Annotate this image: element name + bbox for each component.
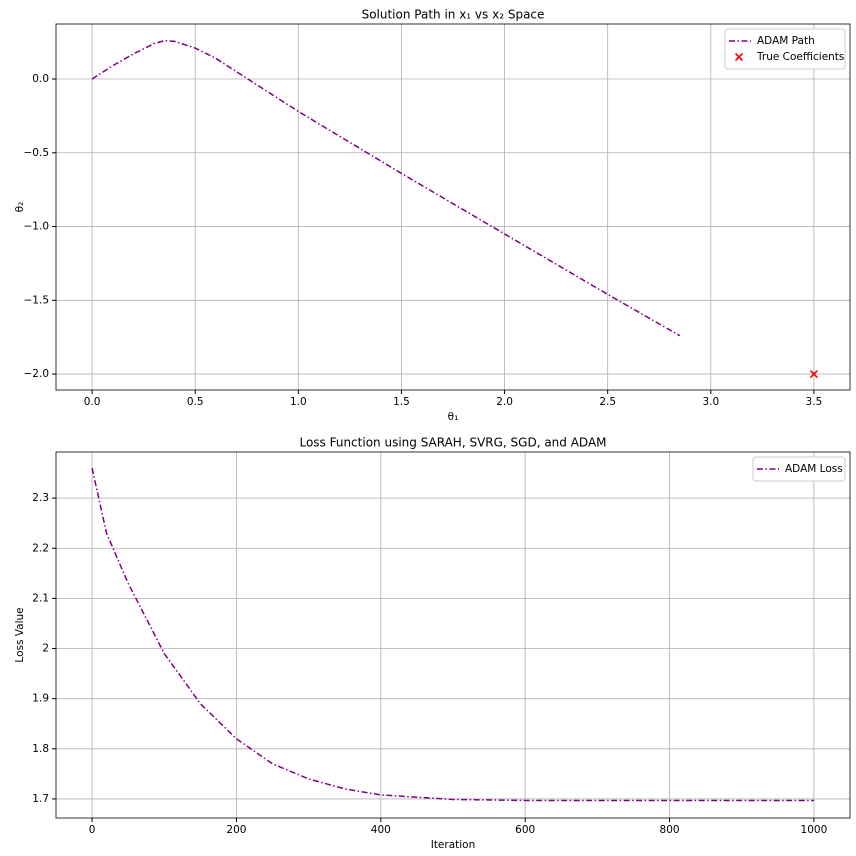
y-tick-label: −1.0	[24, 221, 50, 233]
y-tick-label: 2.1	[32, 592, 49, 604]
x-tick-label: 2.0	[496, 396, 513, 408]
x-tick-label: 0.0	[84, 396, 101, 408]
data-line	[91, 467, 814, 802]
legend-box	[724, 28, 846, 70]
y-tick-label: 1.8	[32, 743, 49, 755]
legend-marker	[734, 52, 744, 62]
y-tick-label: 1.9	[32, 693, 49, 705]
legend-label: True Coefficients	[756, 51, 844, 63]
legend-label: ADAM Path	[757, 35, 815, 47]
y-tick-label: −1.5	[24, 294, 50, 306]
x-tick-label: 3.0	[702, 396, 719, 408]
y-tick-label: −2.0	[24, 368, 50, 380]
y-axis-label: θ₂	[14, 202, 26, 213]
x-tick-label: 0	[89, 824, 96, 836]
x-axis-label: θ₁	[448, 411, 459, 423]
legend-box	[752, 456, 846, 482]
chart-title: Loss Function using SARAH, SVRG, SGD, an…	[299, 436, 606, 450]
marker-stroke	[734, 52, 744, 62]
plot-frame	[55, 451, 851, 819]
scatter-point	[809, 370, 818, 379]
x-tick-label: 400	[371, 824, 391, 836]
y-axis-label: Loss Value	[14, 607, 26, 662]
x-tick-label: 2.5	[599, 396, 616, 408]
plot-frame	[55, 23, 851, 391]
x-tick-label: 3.5	[806, 396, 823, 408]
x-tick-label: 1000	[801, 824, 828, 836]
y-tick-label: −0.5	[24, 147, 50, 159]
y-tick-label: 2	[42, 643, 49, 655]
x-tick-label: 1.5	[393, 396, 410, 408]
x-tick-label: 1.0	[290, 396, 307, 408]
y-tick-label: 1.7	[32, 793, 49, 805]
x-tick-label: 200	[226, 824, 246, 836]
chart-title: Solution Path in x₁ vs x₂ Space	[362, 8, 545, 22]
legend-label: ADAM Loss	[785, 463, 843, 475]
x-axis-label: Iteration	[431, 839, 476, 851]
y-tick-label: 2.3	[32, 492, 49, 504]
y-tick-label: 0.0	[32, 73, 49, 85]
x-tick-label: 0.5	[187, 396, 204, 408]
marker-stroke	[809, 370, 818, 379]
x-tick-label: 800	[660, 824, 680, 836]
data-line	[91, 39, 681, 337]
x-tick-label: 600	[515, 824, 535, 836]
y-tick-label: 2.2	[32, 542, 49, 554]
